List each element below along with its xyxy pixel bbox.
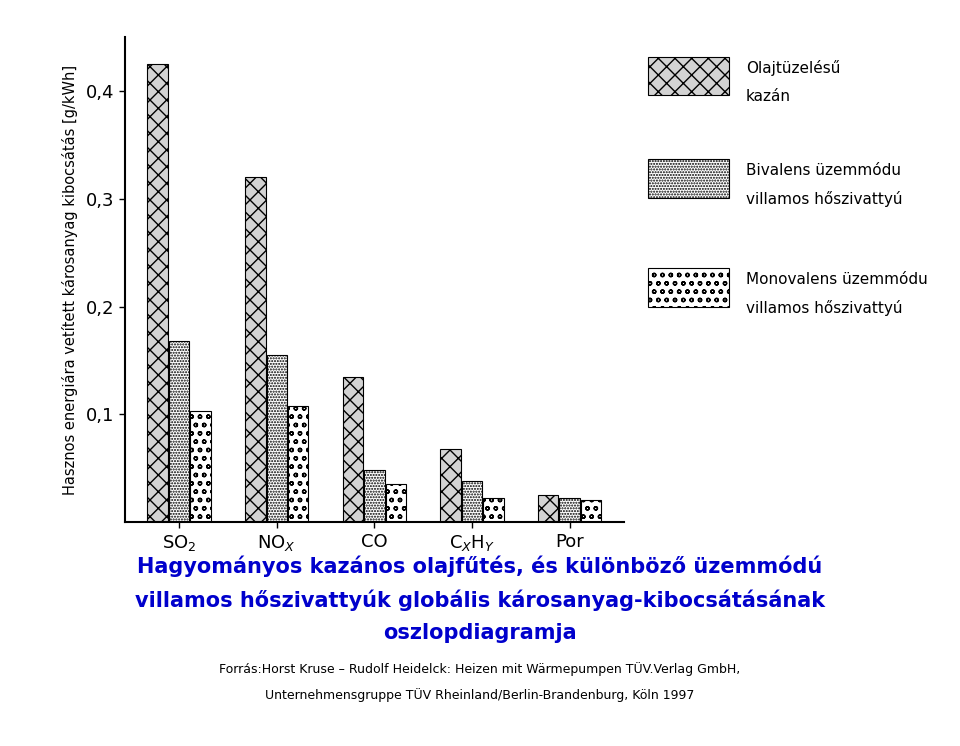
Text: villamos hőszivattyú: villamos hőszivattyú (746, 191, 902, 207)
Text: villamos hőszivattyú: villamos hőszivattyú (746, 301, 902, 316)
Text: Forrás:Horst Kruse – Rudolf Heidelck: Heizen mit Wärmepumpen TÜV.Verlag GmbH,: Forrás:Horst Kruse – Rudolf Heidelck: He… (220, 662, 740, 677)
Bar (364, 471, 385, 522)
Bar (462, 481, 482, 522)
Bar (538, 495, 559, 522)
Text: kazán: kazán (746, 89, 791, 104)
Text: Olajtüzelésű: Olajtüzelésű (746, 60, 840, 76)
Bar (386, 484, 406, 522)
Text: Hagyományos kazános olajfűtés, és különböző üzemmódú: Hagyományos kazános olajfűtés, és különb… (137, 556, 823, 577)
Bar (581, 500, 601, 522)
Bar (483, 498, 504, 522)
Bar (648, 159, 729, 198)
Bar (267, 355, 287, 522)
Text: Monovalens üzemmódu: Monovalens üzemmódu (746, 272, 927, 287)
Bar (190, 411, 211, 522)
Bar (648, 269, 729, 307)
Text: Unternehmensgruppe TÜV Rheinland/Berlin-Brandenburg, Köln 1997: Unternehmensgruppe TÜV Rheinland/Berlin-… (265, 688, 695, 702)
Bar (169, 341, 189, 522)
Bar (560, 498, 580, 522)
Text: Bivalens üzemmódu: Bivalens üzemmódu (746, 163, 900, 178)
Bar (648, 57, 729, 95)
Y-axis label: Hasznos energiára vetített károsanyag kibocsátás [g/kWh]: Hasznos energiára vetített károsanyag ki… (61, 65, 78, 495)
Bar (441, 449, 461, 522)
Text: villamos hőszivattyúk globális károsanyag-kibocsátásának: villamos hőszivattyúk globális károsanya… (135, 589, 825, 611)
Bar (245, 178, 266, 522)
Text: oszlopdiagramja: oszlopdiagramja (383, 623, 577, 643)
Bar (343, 377, 363, 522)
Bar (148, 64, 168, 522)
Bar (288, 406, 308, 522)
